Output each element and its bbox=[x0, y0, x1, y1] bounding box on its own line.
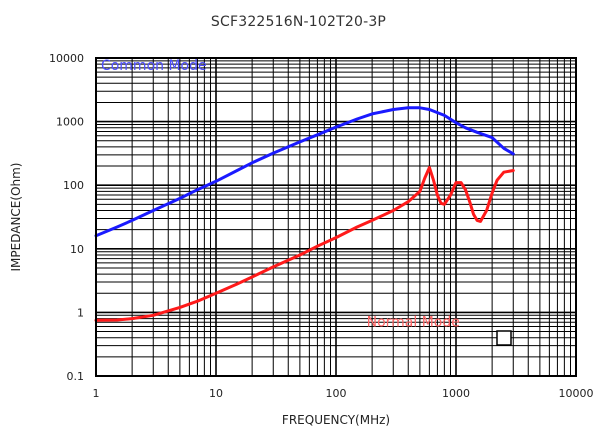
x-tick-label: 1 bbox=[93, 387, 100, 400]
y-tick-label: 100 bbox=[63, 179, 84, 192]
series-lines bbox=[94, 106, 515, 322]
x-tick-label: 10 bbox=[209, 387, 223, 400]
common-mode-series-line bbox=[94, 106, 515, 238]
y-tick-label: 0.1 bbox=[67, 370, 85, 383]
x-tick-label: 10000 bbox=[559, 387, 594, 400]
y-tick-label: 10000 bbox=[49, 52, 84, 65]
common-mode-annotation: Common Mode bbox=[101, 58, 207, 74]
x-tick-label: 1000 bbox=[442, 387, 470, 400]
y-axis-label: IMPEDANCE(Ohm) bbox=[9, 163, 23, 272]
tick-labels: 1 10 100 1000 10000 0.1 1 10 100 1000 10000 bbox=[49, 52, 594, 400]
y-tick-label: 10 bbox=[70, 243, 84, 256]
normal-mode-annotation: Normal Mode bbox=[367, 315, 460, 331]
annotations: Common Mode Normal Mode bbox=[101, 58, 460, 331]
chart-title: SCF322516N-102T20-3P bbox=[210, 14, 387, 30]
grid bbox=[95, 58, 576, 377]
corner-marker bbox=[496, 330, 512, 346]
x-tick-label: 100 bbox=[326, 387, 347, 400]
x-axis-label: FREQUENCY(MHz) bbox=[282, 413, 390, 427]
y-tick-label: 1 bbox=[77, 306, 84, 319]
y-tick-label: 1000 bbox=[56, 116, 84, 129]
plot-frame bbox=[95, 57, 577, 377]
normal-mode-series-line bbox=[94, 166, 515, 322]
